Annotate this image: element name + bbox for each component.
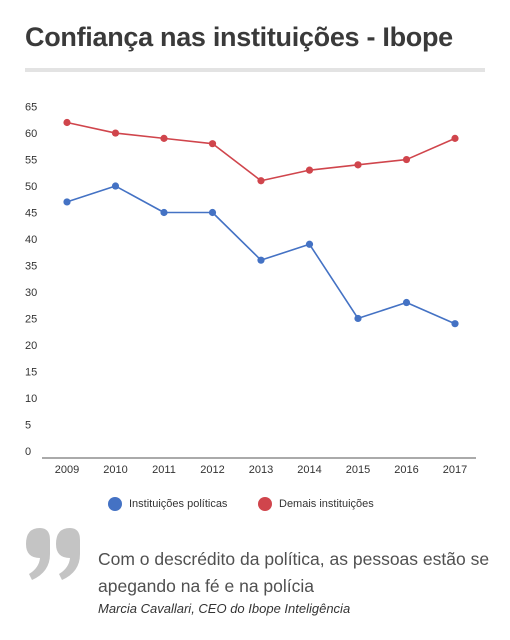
data-point [208,140,217,148]
data-point [63,198,71,206]
data-point [160,208,168,217]
y-tick-label: 15 [25,366,37,378]
y-tick-label: 0 [25,446,31,458]
data-point [160,134,168,142]
x-tick-label: 2016 [394,464,418,476]
line-chart: 0 5 10 15 20 25 30 35 40 45 50 55 60 65 2009 2010 2011 20… [25,102,476,476]
x-tick-label: 2012 [200,464,224,476]
series-line-1 [66,121,456,182]
legend-item-instituicoes-politicas[interactable]: Instituições políticas [108,497,227,511]
y-tick-label: 5 [25,419,31,431]
quote-text: Com o descrédito da política, as pessoas… [98,549,490,596]
data-point [402,298,411,307]
data-point [63,118,71,127]
data-point [111,182,120,190]
data-point [257,256,265,264]
x-tick-label: 2009 [55,464,79,476]
x-tick-label: 2015 [346,464,370,476]
y-tick-label: 60 [25,128,37,140]
y-tick-label: 30 [25,287,37,299]
x-tick-label: 2017 [443,464,467,476]
y-tick-label: 10 [25,393,37,405]
data-point [257,177,265,185]
y-tick-label: 20 [25,340,37,352]
data-point [111,129,120,137]
y-tick-label: 35 [25,260,37,272]
data-point [451,134,459,142]
x-tick-label: 2011 [152,464,176,476]
y-tick-label: 25 [25,313,37,325]
y-tick-label: 65 [25,102,37,114]
data-point [402,155,411,164]
x-tick-label: 2013 [249,464,273,476]
y-tick-label: 40 [25,234,37,246]
data-point [354,314,362,323]
chart-legend: Instituições políticas Demais instituiçõ… [0,497,510,517]
legend-marker-icon [108,497,122,511]
data-point [208,208,217,217]
data-point [305,166,314,174]
y-tick-label: 45 [25,208,37,220]
data-point [451,320,459,328]
legend-label: Instituições políticas [129,498,228,510]
chart-title: Confiança nas instituições - Ibope [25,22,453,52]
x-tick-label: 2010 [103,464,127,476]
quote-author: Marcia Cavallari, CEO do Ibope Inteligên… [98,601,351,616]
legend-item-demais-instituicoes[interactable]: Demais instituições [258,497,374,511]
quote-icon [26,528,80,580]
data-point [354,161,362,169]
legend-marker-icon [258,497,272,511]
data-point [305,240,314,248]
y-tick-label: 50 [25,181,37,193]
series-line-0 [66,185,456,325]
title-divider [25,68,485,72]
legend-label: Demais instituições [279,498,374,510]
y-tick-label: 55 [25,155,37,167]
x-tick-label: 2014 [297,464,321,476]
